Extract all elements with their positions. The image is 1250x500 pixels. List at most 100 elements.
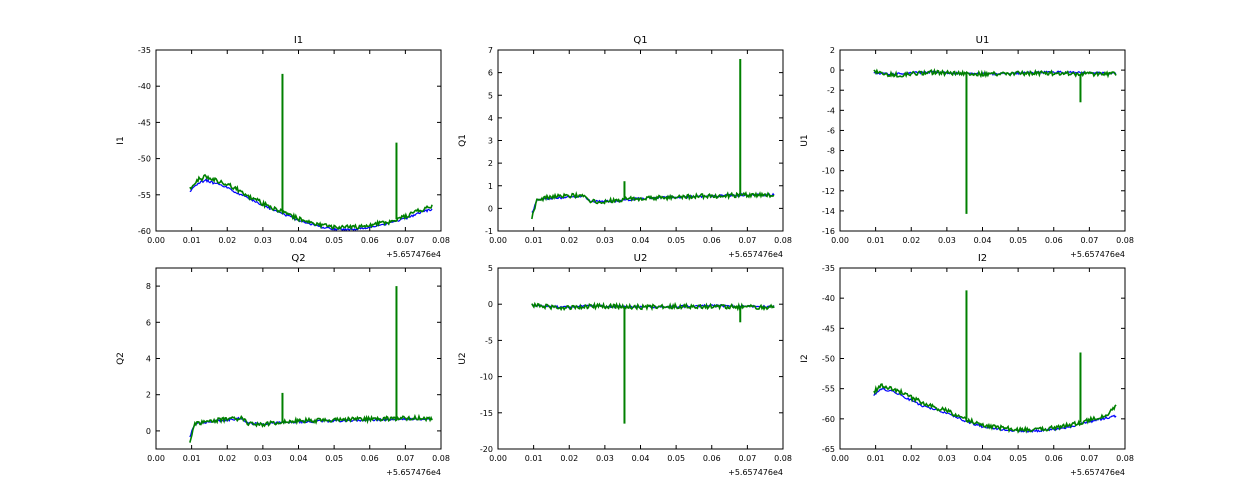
x-tick-label: 0.06 [361, 236, 379, 245]
y-tick-label: -14 [822, 207, 835, 216]
y-tick-label: -55 [138, 191, 151, 200]
x-tick-label: 0.00 [147, 454, 165, 463]
x-tick-label: 0.03 [596, 454, 614, 463]
x-tick-label: 0.07 [738, 236, 756, 245]
y-tick-label: 4 [146, 355, 151, 364]
y-tick-label: -10 [480, 373, 493, 382]
chart-I1: I1 I1 0.00 0.01 0.02 0.03 0.04 0.05 0.06 0.07 0.08… [116, 35, 450, 259]
x-offset-label: +5.657476e4 [1070, 250, 1125, 259]
series-line-2 [873, 383, 1117, 434]
x-tick-label: 0.05 [1009, 454, 1027, 463]
y-tick-label: 7 [488, 46, 493, 55]
x-tick-label: 0.05 [325, 236, 343, 245]
axes-frame [497, 49, 784, 232]
x-tick-label: 0.06 [361, 454, 379, 463]
axes-frame [839, 49, 1126, 232]
x-tick-label: 0.04 [632, 454, 650, 463]
x-tick-label: 0.08 [774, 236, 792, 245]
series-line-2 [531, 301, 775, 312]
x-tick-label: 0.03 [254, 236, 272, 245]
series-line-1 [189, 178, 433, 231]
chart-title: U1 [976, 35, 990, 46]
y-axis-label: I1 [116, 136, 126, 144]
x-tick-label: 0.03 [596, 236, 614, 245]
x-tick-label: 0.02 [218, 454, 236, 463]
y-tick-label: 6 [488, 69, 493, 78]
x-tick-label: 0.00 [489, 236, 507, 245]
x-offset-label: +5.657476e4 [386, 250, 441, 259]
x-tick-label: 0.05 [667, 236, 685, 245]
x-tick-label: 0.01 [867, 236, 885, 245]
series-line-2 [531, 190, 775, 220]
chart-U2: U2 U2 0.00 0.01 0.02 0.03 0.04 0.05 0.06 0.07 0.08… [458, 253, 792, 477]
chart-title: U2 [634, 253, 648, 264]
x-offset-label: +5.657476e4 [728, 250, 783, 259]
y-tick-label: -6 [827, 126, 835, 135]
x-tick-label: 0.03 [938, 454, 956, 463]
y-tick-label: -40 [138, 82, 151, 91]
x-tick-label: 0.01 [183, 454, 201, 463]
x-tick-label: 0.04 [290, 236, 308, 245]
y-tick-label: -55 [822, 385, 835, 394]
x-tick-label: 0.03 [254, 454, 272, 463]
x-tick-label: 0.08 [1116, 454, 1134, 463]
y-tick-label: -10 [822, 167, 835, 176]
x-tick-label: 0.05 [325, 454, 343, 463]
x-tick-label: 0.04 [974, 236, 992, 245]
x-tick-label: 0.01 [525, 236, 543, 245]
x-tick-label: 0.02 [902, 454, 920, 463]
x-tick-label: 0.02 [218, 236, 236, 245]
y-tick-label: -20 [480, 445, 493, 454]
x-tick-label: 0.05 [1009, 236, 1027, 245]
series-line-2 [189, 173, 433, 231]
x-tick-label: 0.00 [831, 236, 849, 245]
y-tick-label: 0 [488, 300, 493, 309]
y-tick-label: -15 [480, 409, 493, 418]
y-tick-label: -35 [138, 46, 151, 55]
y-tick-label: 2 [146, 391, 151, 400]
x-tick-label: 0.02 [560, 236, 578, 245]
chart-I2: I2 I2 0.00 0.01 0.02 0.03 0.04 0.05 0.06 0.07 0.08… [800, 253, 1134, 477]
x-tick-label: 0.07 [396, 236, 414, 245]
x-tick-label: 0.07 [738, 454, 756, 463]
x-tick-label: 0.08 [432, 236, 450, 245]
y-tick-label: -35 [822, 264, 835, 273]
y-axis-label: Q1 [458, 134, 468, 147]
y-tick-label: -60 [138, 227, 151, 236]
y-tick-label: -45 [138, 118, 151, 127]
x-offset-label: +5.657476e4 [386, 468, 441, 477]
x-tick-label: 0.00 [831, 454, 849, 463]
axes-frame [497, 267, 784, 450]
x-tick-label: 0.01 [867, 454, 885, 463]
axes-frame [839, 267, 1126, 450]
x-tick-label: 0.06 [1045, 236, 1063, 245]
x-tick-label: 0.04 [632, 236, 650, 245]
chart-title: I2 [978, 253, 987, 264]
y-tick-label: -40 [822, 294, 835, 303]
x-tick-label: 0.07 [396, 454, 414, 463]
axes-frame [155, 49, 442, 232]
y-tick-label: 1 [488, 182, 493, 191]
y-axis-label: U2 [458, 352, 468, 364]
y-tick-label: -60 [822, 415, 835, 424]
y-tick-label: 8 [146, 282, 151, 291]
x-tick-label: 0.04 [290, 454, 308, 463]
y-tick-label: 0 [146, 427, 151, 436]
x-tick-label: 0.07 [1080, 236, 1098, 245]
chart-Q2: Q2 Q2 0.00 0.01 0.02 0.03 0.04 0.05 0.06 0.07 0.08… [116, 253, 450, 477]
x-tick-label: 0.06 [703, 454, 721, 463]
y-tick-label: -5 [485, 336, 493, 345]
y-tick-label: 4 [488, 114, 493, 123]
y-tick-label: -8 [827, 147, 835, 156]
y-axis-label: U1 [800, 134, 810, 146]
y-tick-label: 3 [488, 137, 493, 146]
y-axis-label: I2 [800, 354, 810, 362]
y-tick-label: 5 [488, 264, 493, 273]
x-tick-label: 0.02 [902, 236, 920, 245]
y-tick-label: 2 [830, 46, 835, 55]
series-line-2 [189, 413, 433, 443]
y-tick-label: -12 [822, 187, 835, 196]
x-tick-label: 0.01 [183, 236, 201, 245]
x-tick-label: 0.00 [489, 454, 507, 463]
